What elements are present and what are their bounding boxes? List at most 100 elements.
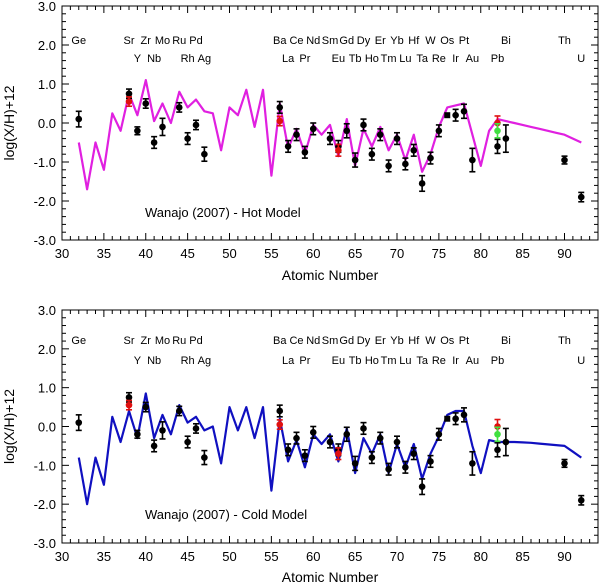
- data-point: [159, 427, 166, 434]
- x-tick-label: 60: [306, 246, 320, 261]
- element-label: Bi: [501, 335, 511, 347]
- element-label: Os: [440, 335, 455, 347]
- data-point: [175, 104, 183, 111]
- element-label: Re: [432, 355, 446, 367]
- data-point: [385, 465, 392, 473]
- x-tick-label: 30: [55, 549, 69, 564]
- top-panel: 30 35 40 45 50 55 60 65 70 75 80 85 90 -3.0 -2.0 -1.0 0.…: [1, 0, 599, 283]
- element-label: Er: [375, 35, 386, 47]
- data-point: [351, 460, 359, 467]
- y-axis-title: log(X/H)+12: [1, 389, 17, 464]
- element-label: Sr: [124, 35, 135, 47]
- element-label: Pt: [459, 35, 469, 47]
- data-point: [469, 460, 476, 467]
- element-label: Dy: [357, 335, 371, 347]
- element-label: Pt: [459, 335, 469, 347]
- data-point: [376, 434, 384, 442]
- element-label: Ge: [71, 35, 86, 47]
- y-tick-label: 3.0: [38, 0, 56, 14]
- data-point: [427, 154, 434, 162]
- element-label: Ag: [198, 355, 211, 367]
- element-label: Nb: [147, 355, 161, 367]
- element-label: Ho: [365, 53, 379, 65]
- element-label: Ru: [172, 35, 186, 47]
- data-point: [410, 450, 418, 457]
- element-label: Au: [466, 53, 479, 65]
- element-label: Dy: [357, 35, 371, 47]
- element-label: Y: [134, 53, 142, 65]
- element-label: Nd: [306, 35, 320, 47]
- data-point: [284, 143, 292, 150]
- element-label: La: [282, 53, 295, 65]
- element-label: Pr: [299, 355, 310, 367]
- element-label: Pb: [491, 53, 504, 65]
- data-point: [435, 430, 443, 438]
- element-label: Yb: [390, 35, 403, 47]
- data-point: [402, 160, 409, 168]
- x-tick-label: 55: [264, 549, 278, 564]
- y-tick-label: 1.0: [38, 77, 56, 92]
- element-label: Pr: [299, 53, 310, 65]
- x-tick-label: 35: [97, 246, 111, 261]
- data-point: [75, 419, 83, 426]
- element-label: Ir: [452, 53, 459, 65]
- data-point: [577, 496, 585, 504]
- data-point: [577, 193, 585, 201]
- element-label: Nd: [306, 335, 320, 347]
- x-tick-label: 80: [474, 246, 488, 261]
- y-tick-label: -3.0: [34, 536, 56, 551]
- data-point: [142, 100, 150, 107]
- x-tick-label: 45: [180, 246, 194, 261]
- data-point: [452, 111, 459, 119]
- element-label: Ag: [198, 53, 211, 65]
- element-label: Tb: [349, 355, 362, 367]
- data-point-square: [444, 415, 451, 422]
- element-label: Tm: [381, 53, 397, 65]
- data-point: [435, 127, 443, 135]
- x-tick-label: 65: [348, 246, 362, 261]
- element-label: Hf: [408, 335, 420, 347]
- element-label: Tm: [381, 355, 397, 367]
- element-label: Pd: [189, 335, 202, 347]
- element-label: Ge: [71, 335, 86, 347]
- x-tick-label: 90: [557, 246, 571, 261]
- data-point-red: [125, 98, 133, 105]
- element-label: Zr: [141, 335, 152, 347]
- y-tick-label: -2.0: [34, 194, 56, 209]
- data-point: [427, 458, 434, 465]
- data-point: [502, 438, 510, 446]
- data-point: [343, 127, 351, 135]
- data-point: [393, 135, 401, 142]
- data-point: [276, 407, 284, 415]
- x-axis-title: Atomic Number: [282, 267, 379, 283]
- element-label: Os: [440, 35, 455, 47]
- data-point: [159, 123, 166, 131]
- element-label: Ba: [273, 335, 287, 347]
- data-point-red: [276, 421, 284, 428]
- data-point: [368, 150, 376, 158]
- element-label: Au: [466, 355, 479, 367]
- x-tick-label: 65: [348, 549, 362, 564]
- element-label: Ir: [452, 355, 459, 367]
- data-point: [418, 180, 426, 187]
- element-label: Hf: [408, 35, 420, 47]
- x-tick-label: 50: [222, 246, 236, 261]
- element-label: Y: [134, 355, 142, 367]
- data-point: [293, 131, 300, 138]
- data-point: [192, 425, 200, 432]
- model-annotation: Wanajo (2007) - Cold Model: [145, 507, 307, 522]
- element-label: Ba: [273, 35, 287, 47]
- element-label: Nb: [147, 53, 161, 65]
- data-point: [418, 483, 426, 490]
- element-label: Gd: [339, 35, 354, 47]
- element-label: Rh: [181, 355, 195, 367]
- data-point: [360, 425, 367, 432]
- element-label: Eu: [332, 355, 345, 367]
- data-point: [452, 415, 459, 423]
- data-point: [184, 438, 191, 446]
- element-label: Ta: [416, 355, 429, 367]
- element-label: Bi: [501, 35, 511, 47]
- x-tick-label: 45: [180, 549, 194, 564]
- element-label: Lu: [399, 53, 411, 65]
- data-point: [192, 121, 200, 129]
